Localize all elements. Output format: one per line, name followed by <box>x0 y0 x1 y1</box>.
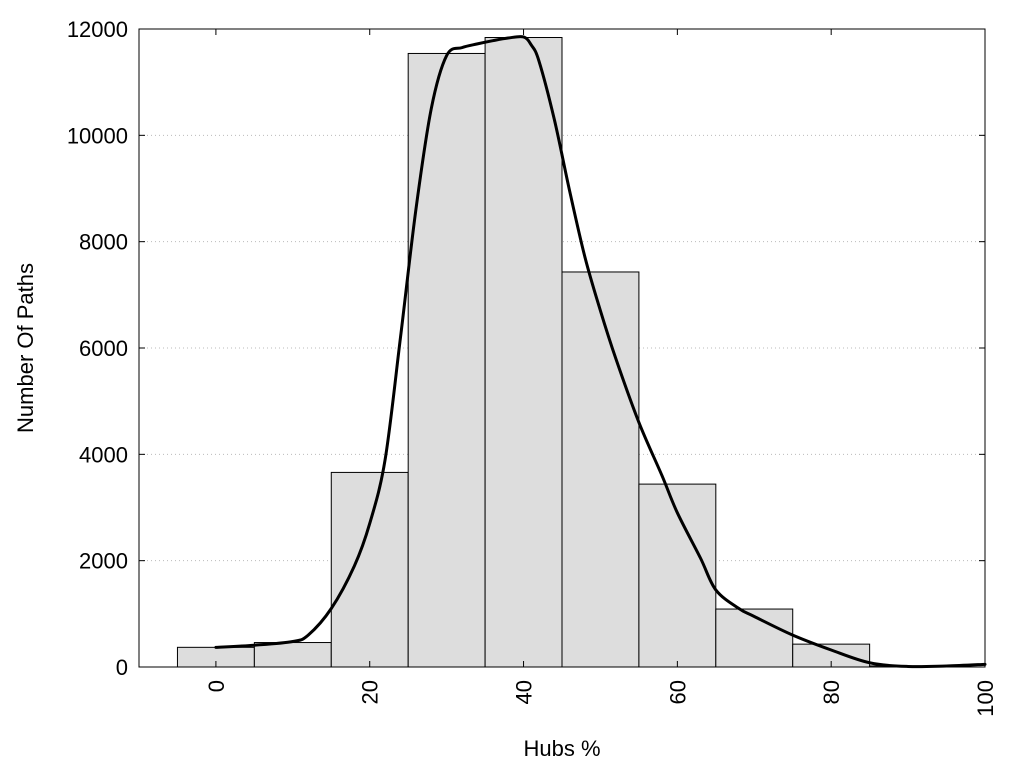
x-tick-label: 80 <box>819 680 844 704</box>
x-tick-label: 20 <box>358 680 383 704</box>
grid-lines <box>139 134 985 562</box>
y-axis-label: Number Of Paths <box>13 263 38 433</box>
x-tick-label: 100 <box>973 680 998 717</box>
x-axis-ticks: 0 20 40 60 80 100 <box>204 29 998 717</box>
density-curve-layer <box>214 35 987 669</box>
y-tick-label: 0 <box>116 655 128 680</box>
histogram-bar <box>253 642 332 668</box>
histogram-bar <box>407 52 486 668</box>
histogram-bars <box>176 37 948 668</box>
x-tick-label: 40 <box>512 680 537 704</box>
histogram-bar <box>561 271 640 668</box>
density-curve <box>214 35 987 669</box>
histogram-bar <box>715 608 794 668</box>
y-tick-label: 8000 <box>79 230 128 255</box>
y-axis-ticks: 0 2000 4000 6000 8000 10000 12000 <box>67 17 985 680</box>
x-tick-label: 60 <box>665 680 690 704</box>
histogram-bar <box>330 471 409 668</box>
y-tick-label: 6000 <box>79 336 128 361</box>
histogram-bar <box>484 37 563 668</box>
y-tick-label: 10000 <box>67 123 128 148</box>
y-tick-label: 12000 <box>67 17 128 42</box>
histogram-bar <box>638 483 717 668</box>
x-axis-label: Hubs % <box>523 736 600 761</box>
x-tick-label: 0 <box>204 680 229 692</box>
y-tick-label: 2000 <box>79 549 128 574</box>
y-tick-label: 4000 <box>79 442 128 467</box>
